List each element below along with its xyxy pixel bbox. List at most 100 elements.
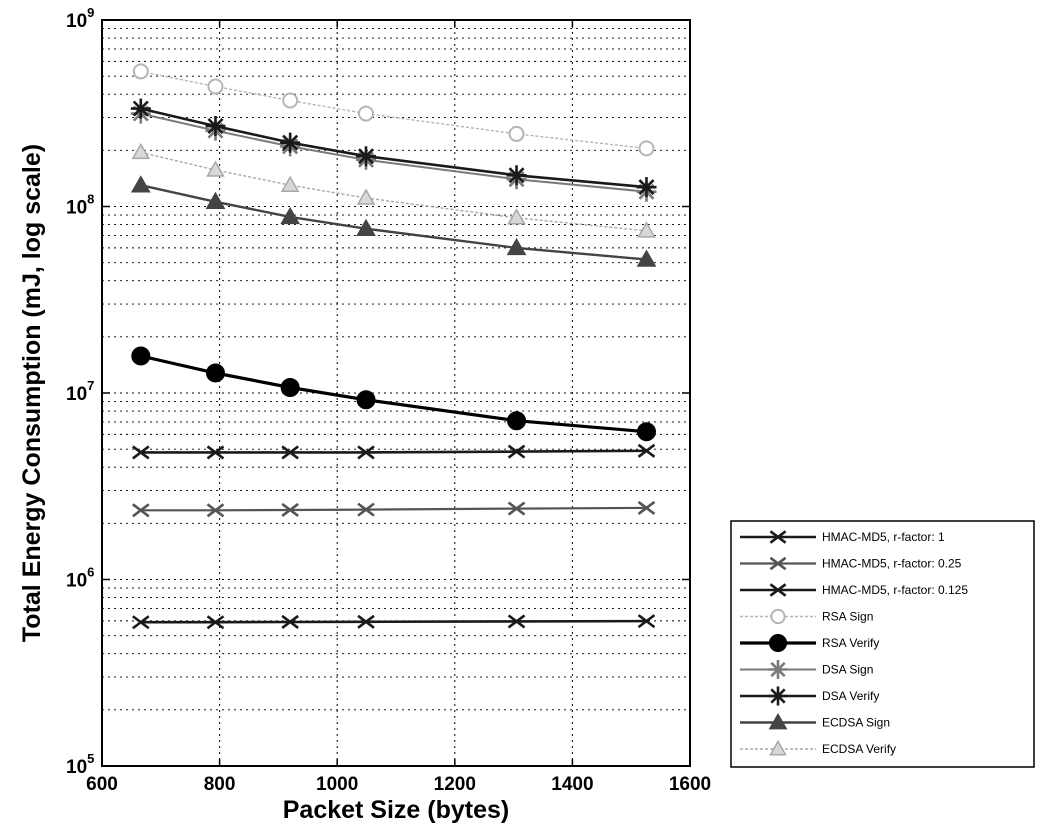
series-line	[140, 70, 647, 150]
legend-entry: RSA Sign	[740, 608, 873, 625]
data-point	[507, 411, 527, 431]
data-point	[358, 105, 375, 122]
series-hmac-md5-r-factor-1	[132, 443, 656, 460]
data-point	[206, 160, 225, 177]
data-point	[132, 503, 150, 518]
y-axis-label: Total Energy Consumption (mJ, log scale)	[18, 144, 46, 642]
data-point	[356, 390, 376, 410]
series-rsa-sign	[132, 63, 655, 157]
data-point	[357, 502, 375, 517]
series-hmac-md5-r-factor-0-25	[132, 500, 656, 518]
series-line	[140, 107, 647, 189]
legend-marker	[770, 608, 786, 625]
legend-entry: ECDSA Sign	[740, 712, 890, 730]
data-point	[356, 188, 376, 205]
data-point	[130, 175, 151, 193]
legend-marker	[768, 686, 788, 706]
y-tick-label: 106	[66, 565, 94, 592]
data-point	[637, 614, 656, 629]
legend-marker	[769, 739, 787, 756]
x-axis-label: Packet Size (bytes)	[283, 796, 510, 824]
data-point	[281, 502, 299, 517]
data-point	[280, 132, 301, 153]
legend-entry: RSA Verify	[740, 633, 879, 653]
data-point	[132, 615, 150, 630]
series-hmac-md5-r-factor-0-125	[132, 614, 656, 630]
legend-entry: DSA Sign	[740, 660, 873, 679]
data-point	[280, 206, 301, 225]
y-tick-label: 107	[66, 378, 94, 405]
legend-marker	[769, 530, 787, 544]
legend-entry: HMAC-MD5, r-factor: 0.25	[740, 557, 962, 571]
data-point	[508, 125, 525, 142]
data-point	[130, 98, 151, 119]
data-point	[356, 218, 376, 236]
data-point	[132, 63, 149, 80]
data-point	[506, 237, 527, 256]
data-point	[205, 363, 225, 383]
series-line	[140, 184, 647, 261]
series-dsa-verify	[130, 98, 657, 198]
data-point	[638, 140, 655, 157]
series-ecdsa-verify	[131, 142, 656, 238]
data-point	[206, 615, 225, 630]
series-line	[140, 151, 647, 232]
data-point	[206, 445, 225, 460]
x-tick-label: 1000	[316, 774, 358, 795]
data-point	[206, 503, 225, 518]
legend-label: HMAC-MD5, r-factor: 1	[822, 530, 945, 544]
data-point	[205, 191, 226, 210]
x-tick-label: 800	[204, 774, 236, 795]
legend-entry: HMAC-MD5, r-factor: 0.125	[740, 583, 968, 597]
legend-marker	[769, 583, 787, 597]
data-point	[636, 422, 656, 442]
legend-label: HMAC-MD5, r-factor: 0.25	[822, 557, 962, 571]
data-point	[205, 116, 226, 137]
series-line	[140, 112, 647, 193]
x-tick-label: 1400	[551, 774, 593, 795]
legend-label: HMAC-MD5, r-factor: 0.125	[822, 583, 968, 597]
data-point	[357, 614, 375, 629]
data-point	[637, 500, 656, 515]
legend-label: DSA Verify	[822, 689, 879, 703]
legend-label: ECDSA Sign	[822, 716, 890, 730]
data-point	[280, 175, 300, 192]
data-point	[637, 443, 656, 458]
data-point	[636, 177, 657, 198]
series-layer	[130, 63, 657, 630]
data-point	[280, 378, 300, 398]
legend-label: ECDSA Verify	[822, 742, 896, 756]
legend-entry: DSA Verify	[740, 686, 879, 706]
y-tick-label: 109	[66, 5, 94, 32]
legend-marker	[768, 633, 788, 653]
legend-label: DSA Sign	[822, 663, 873, 677]
x-tick-label: 1600	[669, 774, 711, 795]
data-point	[507, 501, 526, 516]
legend-label: RSA Verify	[822, 636, 879, 650]
data-point	[356, 146, 377, 167]
grid	[102, 20, 690, 766]
series-line	[140, 506, 647, 512]
data-point	[507, 614, 526, 629]
data-point	[507, 208, 526, 225]
legend-label: RSA Sign	[822, 610, 873, 624]
y-tick-label: 108	[66, 192, 94, 219]
legend: HMAC-MD5, r-factor: 1 HMAC-MD5, r-factor:…	[730, 520, 1035, 768]
data-point	[507, 444, 526, 459]
legend-marker	[769, 556, 787, 571]
x-tick-label: 600	[86, 774, 118, 795]
series-dsa-sign	[130, 103, 657, 202]
axis-labels: Packet Size (bytes) Total Energy Consump…	[18, 144, 509, 824]
series-line	[140, 619, 647, 624]
legend-marker	[768, 660, 788, 679]
x-tick-label: 1200	[434, 774, 476, 795]
series-line	[140, 354, 647, 434]
series-ecdsa-sign	[130, 175, 657, 267]
data-point	[131, 346, 151, 366]
series-rsa-verify	[131, 346, 656, 442]
data-point	[207, 78, 224, 95]
data-point	[132, 445, 150, 460]
data-point	[357, 445, 375, 460]
